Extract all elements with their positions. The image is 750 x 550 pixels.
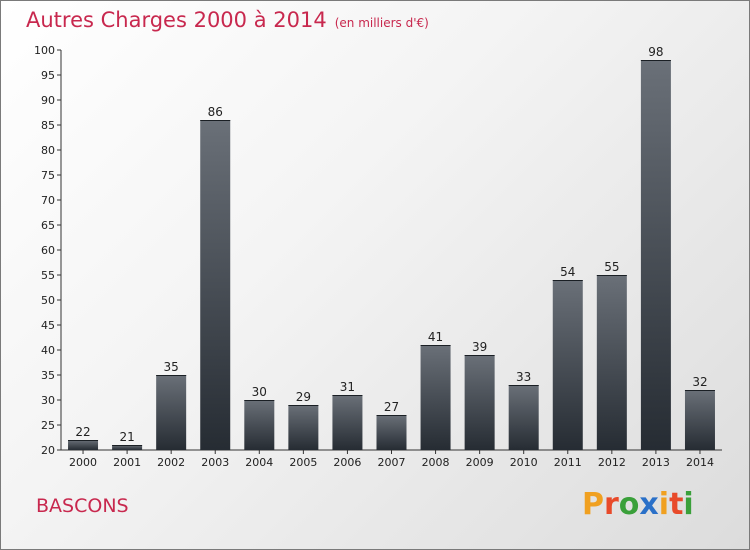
bars: [68, 60, 715, 450]
chart-title-text: Autres Charges 2000 à 2014: [26, 8, 327, 32]
x-tick-label: 2009: [466, 456, 494, 469]
bar: [640, 60, 671, 450]
x-tick-label: 2013: [642, 456, 670, 469]
bar: [68, 440, 99, 450]
x-tick-label: 2000: [69, 456, 97, 469]
bar: [376, 415, 407, 450]
x-tick-label: 2006: [333, 456, 361, 469]
bar: [244, 400, 275, 450]
x-tick-label: 2011: [554, 456, 582, 469]
x-tick-label: 2012: [598, 456, 626, 469]
y-tick-label: 60: [41, 244, 55, 257]
y-tick-label: 80: [41, 144, 55, 157]
y-tick-label: 65: [41, 219, 55, 232]
town-name: BASCONS: [36, 495, 129, 517]
y-tick-label: 70: [41, 194, 55, 207]
x-tick-label: 2008: [422, 456, 450, 469]
bar: [112, 445, 143, 450]
chart-title: Autres Charges 2000 à 2014 (en milliers d…: [26, 8, 429, 32]
y-tick-label: 45: [41, 319, 55, 332]
y-tick-label: 100: [34, 44, 55, 57]
bar-value-label: 41: [428, 330, 443, 344]
x-tick-label: 2004: [245, 456, 273, 469]
bar-value-label: 29: [296, 390, 311, 404]
x-tick-label: 2001: [113, 456, 141, 469]
bar: [156, 375, 187, 450]
bar-value-label: 33: [516, 370, 531, 384]
x-tick-label: 2002: [157, 456, 185, 469]
bar-value-label: 27: [384, 400, 399, 414]
bar-value-label: 55: [604, 260, 619, 274]
bar: [200, 120, 231, 450]
bar: [420, 345, 451, 450]
bar-value-label: 21: [119, 430, 134, 444]
y-tick-label: 25: [41, 419, 55, 432]
bar: [288, 405, 319, 450]
x-tick-label: 2010: [510, 456, 538, 469]
x-tick-label: 2014: [686, 456, 714, 469]
proxiti-logo: Proxiti: [582, 487, 694, 522]
y-tick-label: 50: [41, 294, 55, 307]
bar: [596, 275, 627, 450]
chart-subtitle: (en milliers d'€): [334, 16, 429, 30]
bar-value-label: 31: [340, 380, 355, 394]
y-tick-label: 30: [41, 394, 55, 407]
bar-value-label: 98: [648, 45, 663, 59]
bar: [684, 390, 715, 450]
bar-value-label: 86: [208, 105, 223, 119]
bar-value-label: 39: [472, 340, 487, 354]
x-tick-label: 2005: [289, 456, 317, 469]
x-tick-label: 2003: [201, 456, 229, 469]
bar-value-label: 22: [75, 425, 90, 439]
y-tick-label: 85: [41, 119, 55, 132]
bar: [552, 280, 583, 450]
bar: [508, 385, 539, 450]
y-tick-label: 35: [41, 369, 55, 382]
y-tick-label: 20: [41, 444, 55, 457]
labels: 22 2000 21 2001 35 2002 86 2003 30 2004 29 2005 31 20…: [69, 45, 714, 469]
x-tick-label: 2007: [378, 456, 406, 469]
bar-value-label: 35: [164, 360, 179, 374]
y-tick-label: 40: [41, 344, 55, 357]
y-tick-label: 75: [41, 169, 55, 182]
bar: [464, 355, 495, 450]
bar-value-label: 30: [252, 385, 267, 399]
bar-value-label: 32: [692, 375, 707, 389]
bar: [332, 395, 363, 450]
y-tick-label: 55: [41, 269, 55, 282]
y-tick-label: 95: [41, 69, 55, 82]
bar-value-label: 54: [560, 265, 575, 279]
y-tick-label: 90: [41, 94, 55, 107]
